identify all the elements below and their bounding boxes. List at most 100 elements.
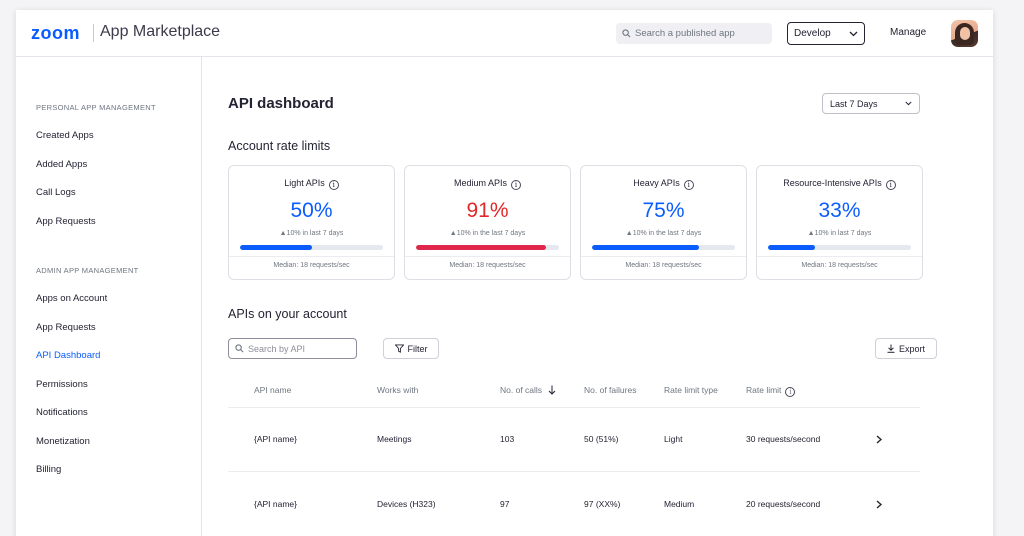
info-icon[interactable]: i xyxy=(511,180,522,190)
usage-bar-fill xyxy=(768,245,816,250)
rate-card-delta-text: 10% in the last 7 days xyxy=(632,230,702,237)
usage-bar xyxy=(416,245,559,250)
sidebar: PERSONAL APP MANAGEMENT Created Apps Add… xyxy=(16,57,202,536)
rate-card-title: Heavy APIs i xyxy=(581,178,746,190)
rate-card-delta-text: 10% in the last 7 days xyxy=(456,230,526,237)
card-divider xyxy=(757,256,922,257)
app-marketplace-title: App Marketplace xyxy=(100,23,221,40)
sidebar-item-app-requests-admin[interactable]: App Requests xyxy=(36,322,96,333)
cell-works-with: Devices (H323) xyxy=(377,499,436,509)
develop-select[interactable]: Develop xyxy=(787,22,865,45)
cell-api-name: {API name} xyxy=(254,434,298,444)
cell-works-with: Meetings xyxy=(377,434,412,444)
export-button[interactable]: Export xyxy=(875,338,937,359)
rate-card-delta: ▲10% in the last 7 days xyxy=(405,230,570,237)
sidebar-item-created-apps[interactable]: Created Apps xyxy=(36,130,94,141)
sidebar-item-call-logs[interactable]: Call Logs xyxy=(36,187,76,198)
rate-card-medium: Medium APIs i 91% ▲10% in the last 7 days… xyxy=(404,165,571,280)
search-icon xyxy=(235,344,244,353)
cell-rate-limit: 30 requests/second xyxy=(746,434,821,444)
sidebar-item-notifications[interactable]: Notifications xyxy=(36,407,88,418)
card-divider xyxy=(405,256,570,257)
sidebar-item-api-dashboard[interactable]: API Dashboard xyxy=(36,350,101,361)
rate-card-delta: ▲10% in the last 7 days xyxy=(581,230,746,237)
column-header-api-name[interactable]: API name xyxy=(254,385,292,395)
user-avatar[interactable] xyxy=(951,20,978,47)
cell-no-of-calls: 97 xyxy=(500,499,510,509)
cell-rate-limit-type: Light xyxy=(664,434,683,444)
rate-card-value: 50% xyxy=(290,199,333,222)
rate-limits-heading: Account rate limits xyxy=(228,139,331,153)
sidebar-item-monetization[interactable]: Monetization xyxy=(36,436,90,447)
sidebar-item-added-apps[interactable]: Added Apps xyxy=(36,159,88,170)
main-content: API dashboard Last 7 Days Account rate l… xyxy=(202,57,993,536)
column-header-label: Rate limit xyxy=(746,385,782,395)
up-triangle-icon: ▲ xyxy=(449,230,457,237)
page-title: API dashboard xyxy=(228,95,334,112)
rate-card-title-text: Light APIs xyxy=(284,178,325,188)
rate-card-title-text: Heavy APIs xyxy=(633,178,680,188)
filter-icon xyxy=(394,344,404,353)
marketplace-search-input[interactable] xyxy=(635,28,765,39)
usage-bar-fill xyxy=(240,245,312,250)
date-range-select[interactable]: Last 7 Days xyxy=(822,93,920,114)
column-header-no-of-failures[interactable]: No. of failures xyxy=(584,385,637,395)
sidebar-section-admin: ADMIN APP MANAGEMENT xyxy=(36,266,139,275)
rate-card-resource-intensive: Resource-Intensive APIs i 33% ▲10% in las… xyxy=(756,165,923,280)
chevron-right-icon[interactable] xyxy=(876,435,882,444)
usage-bar-fill xyxy=(592,245,700,250)
sort-arrow-down-icon xyxy=(549,385,556,395)
card-divider xyxy=(581,256,746,257)
column-header-no-of-calls[interactable]: No. of calls xyxy=(500,385,556,395)
column-header-rate-limit[interactable]: Rate limit i xyxy=(746,385,796,397)
up-triangle-icon: ▲ xyxy=(625,230,633,237)
cell-api-name: {API name} xyxy=(254,499,298,509)
filter-label: Filter xyxy=(407,343,428,354)
develop-select-value: Develop xyxy=(794,28,831,39)
logo-divider xyxy=(93,24,94,42)
zoom-logo[interactable]: zoom xyxy=(31,23,80,43)
rate-card-delta-text: 10% in last 7 days xyxy=(814,230,872,237)
chevron-right-icon[interactable] xyxy=(876,500,882,509)
up-triangle-icon: ▲ xyxy=(279,230,287,237)
sidebar-item-apps-on-account[interactable]: Apps on Account xyxy=(36,293,108,304)
column-header-rate-limit-type[interactable]: Rate limit type xyxy=(664,385,718,395)
avatar-face xyxy=(960,27,970,40)
usage-bar xyxy=(592,245,735,250)
rate-card-median: Median: 18 requests/sec xyxy=(625,262,702,269)
usage-bar xyxy=(240,245,383,250)
cell-rate-limit: 20 requests/second xyxy=(746,499,821,509)
table-header-divider xyxy=(228,407,920,408)
date-range-value: Last 7 Days xyxy=(830,98,878,109)
up-triangle-icon: ▲ xyxy=(807,230,815,237)
cell-no-of-failures: 97 (XX%) xyxy=(584,499,621,509)
rate-card-median: Median: 18 requests/sec xyxy=(273,262,350,269)
api-search-input[interactable] xyxy=(248,343,348,354)
info-icon[interactable]: i xyxy=(328,180,339,190)
rate-card-value: 91% xyxy=(466,199,509,222)
sidebar-item-app-requests-personal[interactable]: App Requests xyxy=(36,216,96,227)
info-icon[interactable]: i xyxy=(885,180,896,190)
marketplace-search[interactable] xyxy=(616,23,772,44)
usage-bar-fill xyxy=(416,245,547,250)
apis-heading: APIs on your account xyxy=(228,307,347,321)
column-header-works-with[interactable]: Works with xyxy=(377,385,419,395)
rate-card-light: Light APIs i 50% ▲10% in last 7 days Medi… xyxy=(228,165,395,280)
rate-card-delta: ▲10% in last 7 days xyxy=(757,230,922,237)
cell-no-of-failures: 50 (51%) xyxy=(584,434,619,444)
rate-card-title: Light APIs i xyxy=(229,178,394,190)
rate-card-title: Resource-Intensive APIs i xyxy=(757,178,922,190)
manage-link[interactable]: Manage xyxy=(890,27,927,38)
sidebar-item-billing[interactable]: Billing xyxy=(36,464,62,475)
export-label: Export xyxy=(898,343,925,354)
rate-card-delta: ▲10% in last 7 days xyxy=(229,230,394,237)
info-icon[interactable]: i xyxy=(785,387,796,397)
rate-card-value: 75% xyxy=(642,199,685,222)
api-search[interactable] xyxy=(228,338,357,359)
top-bar: zoom App Marketplace Develop Manage xyxy=(16,10,993,57)
sidebar-item-permissions[interactable]: Permissions xyxy=(36,379,88,390)
filter-button[interactable]: Filter xyxy=(383,338,439,359)
info-icon[interactable]: i xyxy=(683,180,694,190)
chevron-down-icon xyxy=(849,31,858,36)
rate-card-title: Medium APIs i xyxy=(405,178,570,190)
